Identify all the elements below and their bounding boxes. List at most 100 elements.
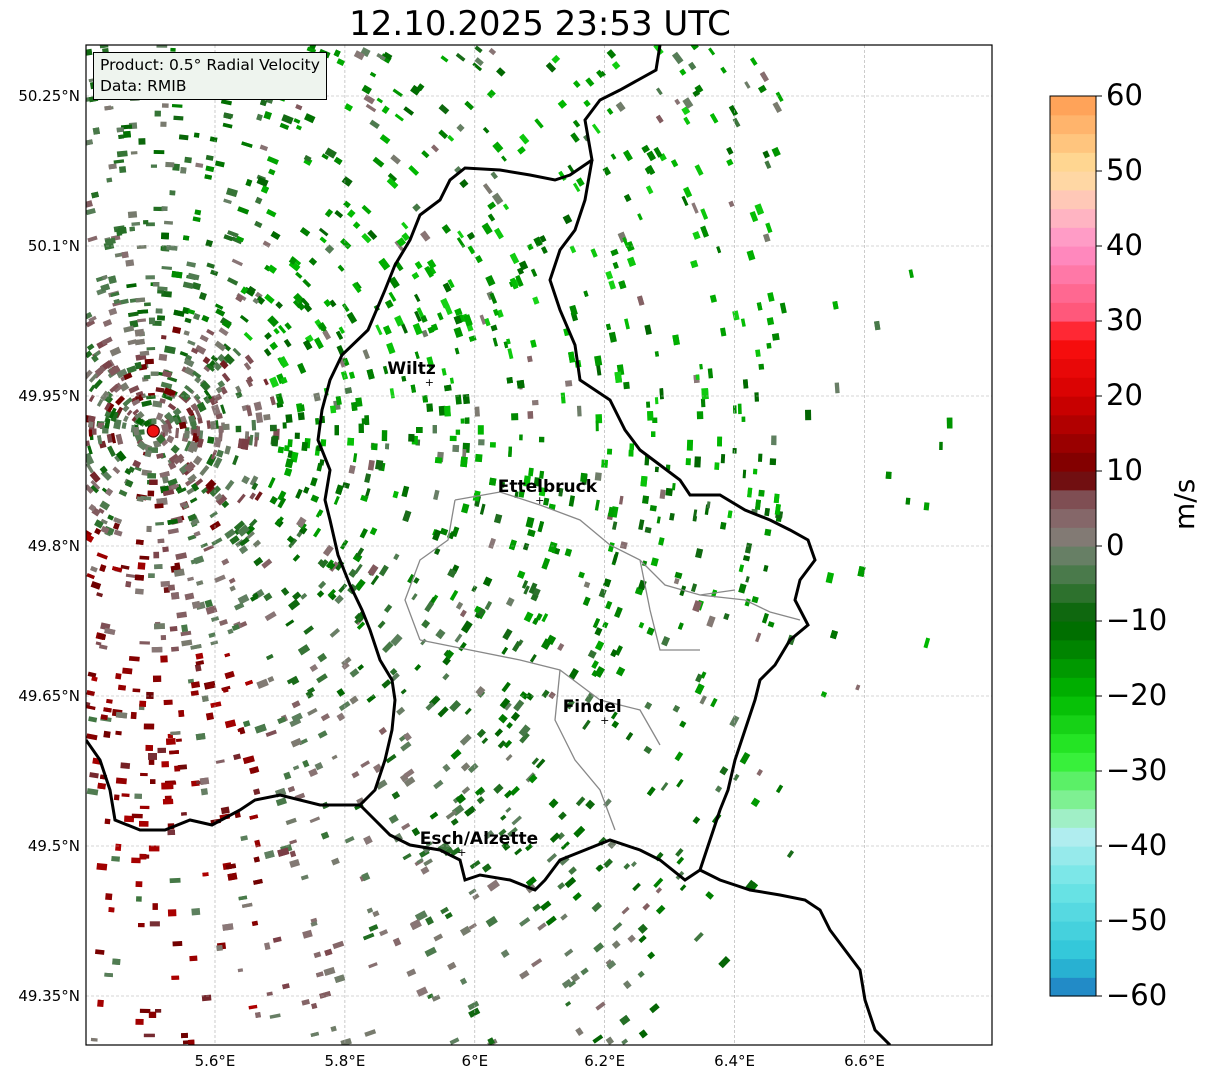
velocity-gate bbox=[771, 333, 780, 341]
velocity-gate bbox=[194, 376, 202, 384]
velocity-gate bbox=[905, 497, 911, 505]
colorbar-tick-label: 30 bbox=[1106, 303, 1143, 337]
velocity-gate bbox=[364, 415, 370, 426]
colorbar-tick-label: 50 bbox=[1106, 153, 1143, 187]
velocity-gate bbox=[150, 164, 157, 168]
velocity-gate bbox=[277, 497, 287, 509]
velocity-gate bbox=[220, 404, 226, 415]
velocity-gate bbox=[746, 249, 756, 261]
product-info-box: Product: 0.5° Radial Velocity Data: RMIB bbox=[93, 52, 327, 100]
colorbar-segment bbox=[1050, 377, 1096, 397]
velocity-gate bbox=[162, 546, 169, 553]
colorbar-tick-label: 60 bbox=[1106, 78, 1143, 112]
velocity-gate bbox=[603, 858, 613, 869]
colorbar-segment bbox=[1050, 208, 1096, 228]
velocity-gate bbox=[341, 303, 350, 313]
velocity-gate bbox=[690, 583, 698, 593]
velocity-gate bbox=[195, 660, 205, 666]
velocity-gate bbox=[256, 678, 269, 690]
velocity-gate bbox=[138, 820, 149, 827]
velocity-gate bbox=[549, 832, 561, 843]
velocity-gate bbox=[391, 672, 400, 682]
velocity-gate bbox=[306, 46, 317, 54]
velocity-gate bbox=[686, 439, 694, 451]
velocity-gate bbox=[533, 477, 541, 487]
velocity-gate bbox=[578, 571, 585, 579]
velocity-gate bbox=[594, 640, 605, 651]
velocity-gate bbox=[594, 355, 603, 367]
velocity-gate bbox=[611, 940, 621, 949]
velocity-gate bbox=[125, 573, 136, 579]
velocity-gate bbox=[381, 430, 388, 442]
velocity-gate bbox=[605, 600, 613, 610]
velocity-gate bbox=[459, 178, 469, 189]
velocity-gate bbox=[318, 227, 329, 237]
velocity-gate bbox=[126, 283, 137, 289]
velocity-gate bbox=[420, 638, 427, 646]
velocity-gate bbox=[472, 62, 483, 72]
velocity-gate bbox=[444, 911, 453, 920]
velocity-gate bbox=[163, 220, 174, 225]
velocity-gate bbox=[440, 906, 449, 915]
colorbar-segment bbox=[1050, 733, 1096, 753]
velocity-gate bbox=[488, 537, 496, 549]
lon-tick-label: 6.2°E bbox=[584, 1052, 626, 1070]
velocity-gate bbox=[310, 477, 318, 487]
velocity-gate bbox=[510, 711, 521, 722]
velocity-gate bbox=[556, 832, 565, 841]
velocity-gate bbox=[501, 155, 507, 162]
velocity-gate bbox=[344, 836, 355, 844]
velocity-gate bbox=[163, 419, 173, 431]
velocity-gate bbox=[424, 265, 434, 278]
velocity-gate bbox=[282, 422, 287, 429]
velocity-gate bbox=[411, 593, 418, 601]
velocity-gate bbox=[438, 104, 450, 115]
velocity-gate bbox=[176, 611, 188, 619]
velocity-gate bbox=[137, 318, 147, 323]
velocity-gate bbox=[500, 949, 510, 959]
velocity-gate bbox=[201, 314, 210, 323]
velocity-gate bbox=[334, 594, 344, 605]
velocity-gate bbox=[474, 786, 485, 796]
velocity-gate bbox=[462, 448, 467, 459]
velocity-gate bbox=[567, 980, 577, 988]
velocity-gate bbox=[532, 903, 542, 912]
velocity-gate bbox=[131, 857, 141, 864]
velocity-gate bbox=[692, 600, 703, 613]
velocity-gate bbox=[416, 858, 424, 864]
city-label: Esch/Alzette bbox=[419, 829, 539, 849]
velocity-gate bbox=[456, 237, 466, 248]
velocity-gate bbox=[208, 632, 216, 639]
velocity-gate bbox=[525, 516, 535, 529]
colorbar-tick-label: −10 bbox=[1106, 603, 1168, 637]
velocity-gate bbox=[372, 156, 385, 168]
velocity-gate bbox=[375, 324, 383, 336]
velocity-gate bbox=[457, 230, 465, 239]
velocity-gate bbox=[242, 755, 255, 765]
velocity-gate bbox=[86, 369, 93, 380]
velocity-gate bbox=[134, 588, 144, 595]
velocity-gate bbox=[454, 633, 463, 643]
velocity-gate bbox=[229, 535, 240, 545]
velocity-gate bbox=[221, 500, 230, 509]
velocity-gate bbox=[316, 673, 328, 684]
velocity-gate bbox=[119, 298, 129, 305]
velocity-gate bbox=[189, 497, 198, 504]
velocity-gate bbox=[394, 315, 405, 327]
velocity-gate bbox=[97, 507, 105, 514]
velocity-gate bbox=[100, 714, 108, 721]
velocity-gate bbox=[153, 150, 165, 155]
velocity-gate bbox=[421, 619, 431, 629]
velocity-gate bbox=[169, 877, 181, 884]
colorbar-segment bbox=[1050, 246, 1096, 266]
velocity-gate bbox=[499, 697, 511, 709]
velocity-gate bbox=[482, 576, 493, 587]
velocity-gate bbox=[219, 386, 228, 395]
velocity-gate bbox=[610, 248, 619, 257]
velocity-gate bbox=[146, 525, 152, 533]
velocity-gate bbox=[435, 628, 446, 640]
velocity-gate bbox=[245, 178, 253, 187]
velocity-gate bbox=[585, 77, 595, 87]
velocity-gate bbox=[116, 150, 128, 158]
